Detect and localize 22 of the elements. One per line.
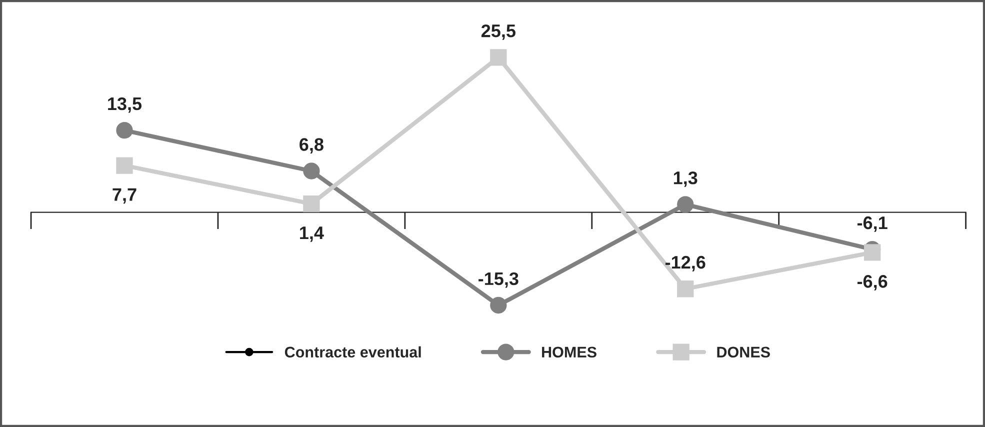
legend-label: HOMES xyxy=(542,346,596,358)
point xyxy=(303,162,320,180)
data-label: -15,3 xyxy=(478,272,518,288)
point xyxy=(116,157,133,174)
data-label: -6,6 xyxy=(857,275,888,290)
data-label: 6,8 xyxy=(300,138,324,154)
point xyxy=(677,196,694,213)
point xyxy=(303,195,320,212)
data-label: -12,6 xyxy=(665,256,706,272)
data-label: 1,4 xyxy=(300,226,324,242)
legend-label: DONES xyxy=(717,346,770,358)
point xyxy=(864,244,881,261)
point xyxy=(116,122,133,139)
data-label: 25,5 xyxy=(481,24,516,40)
data-label: -6,1 xyxy=(857,216,888,232)
point xyxy=(490,296,507,314)
legend-label: Contracte eventual xyxy=(284,346,421,358)
data-label: 7,7 xyxy=(112,188,136,204)
point xyxy=(490,49,507,66)
data-label: 13,5 xyxy=(108,97,142,113)
point xyxy=(677,280,694,298)
data-label: 1,3 xyxy=(674,171,698,187)
